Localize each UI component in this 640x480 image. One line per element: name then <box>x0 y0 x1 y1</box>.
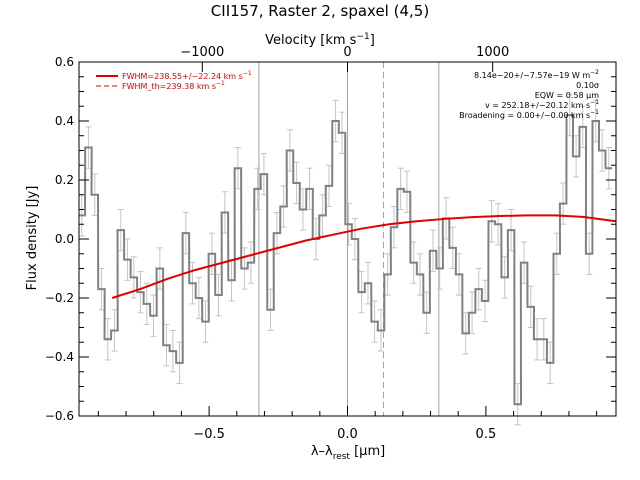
annotation-text: EQW = 0.58 μm <box>535 91 599 100</box>
top-axis-label: Velocity [km s−1] <box>265 32 375 48</box>
x-axis-label: λ–λrest [μm] <box>311 444 385 462</box>
legend-label: FWHM_th=239.38 km s−1 <box>122 80 225 91</box>
plot-area: −0.5 0.0 0.5 −1000 0 1000 −0.6 −0.4 −0.2 0.0 0.2 0.… <box>45 45 617 442</box>
y-tick-label: −0.4 <box>45 350 74 364</box>
top-tick-label: −1000 <box>180 45 224 60</box>
x-tick-label: 0.5 <box>476 427 497 442</box>
y-tick-label: 0.4 <box>55 114 74 128</box>
spectrum-series <box>79 114 613 406</box>
annotation-text: v = 252.18+/−20.12 km s−1 <box>485 99 599 110</box>
annotation-text: Broadening = 0.00+/−0.00 km s−1 <box>459 109 599 120</box>
legend-label: FWHM=238.55+/−22.24 km s−1 <box>122 70 252 81</box>
y-axis-label: Flux density [Jy] <box>25 186 40 291</box>
top-tick-label: 0 <box>343 45 351 60</box>
top-tick-label: 1000 <box>476 45 509 60</box>
y-tick-label: 0.6 <box>55 55 74 69</box>
y-tick-label: −0.2 <box>45 291 74 305</box>
y-tick-label: −0.6 <box>45 409 74 423</box>
annotation-text: 8.14e−20+/−7.57e−19 W m−2 <box>474 69 599 80</box>
fit-series <box>111 214 617 299</box>
x-tick-label: −0.5 <box>193 427 225 442</box>
y-tick-label: 0.2 <box>55 173 74 187</box>
chart-title: CII157, Raster 2, spaxel (4,5) <box>211 2 429 20</box>
annotation-text: 0.10σ <box>576 81 599 90</box>
x-tick-label: 0.0 <box>337 427 358 442</box>
y-tick-label: 0.0 <box>55 232 74 246</box>
